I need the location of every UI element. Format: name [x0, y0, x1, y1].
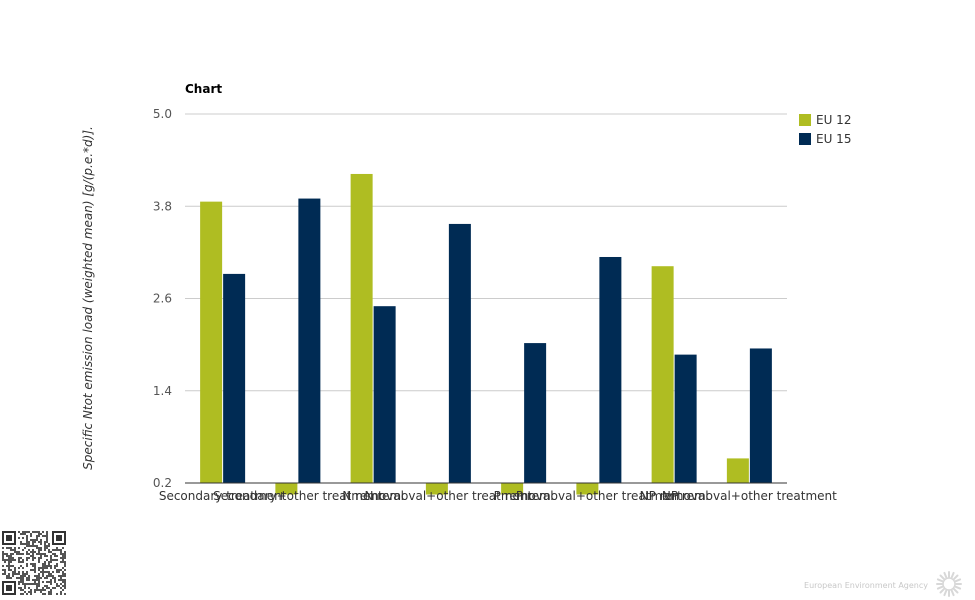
- bar-eu-15[interactable]: [599, 256, 622, 483]
- x-tick-label: N removal: [342, 489, 404, 503]
- bar-eu-15[interactable]: [674, 354, 697, 483]
- x-tick-label: N removal+other treatment: [365, 489, 533, 503]
- x-tick-label: NP removal+other treatment: [662, 489, 837, 503]
- chart-title: Chart: [185, 82, 222, 96]
- y-tick-label: 1.4: [153, 384, 172, 398]
- y-tick-label: 0.2: [153, 476, 172, 490]
- y-axis-label: Specific Ntot emission load (weighted me…: [81, 126, 95, 470]
- bar-eu-15[interactable]: [749, 348, 772, 483]
- x-tick-label: Secondary treatment: [159, 489, 287, 503]
- bar-eu-15[interactable]: [223, 273, 246, 483]
- qr-code-icon: [2, 531, 66, 595]
- x-tick-label: Secondary+other treatment: [213, 489, 383, 503]
- bar-eu-12[interactable]: [275, 483, 298, 495]
- eea-sun-logo-icon: [936, 571, 962, 597]
- y-tick-label: 3.8: [153, 199, 172, 213]
- bar-eu-12[interactable]: [200, 201, 223, 483]
- credit-text[interactable]: European Environment Agency: [804, 581, 928, 590]
- legend-label[interactable]: EU 15: [816, 132, 851, 146]
- y-tick-label: 5.0: [153, 107, 172, 121]
- bar-eu-12[interactable]: [425, 483, 448, 495]
- legend[interactable]: EU 12 EU 15: [799, 113, 851, 146]
- bar-eu-12[interactable]: [726, 458, 749, 483]
- bar-eu-15[interactable]: [373, 306, 396, 483]
- bar-eu-12[interactable]: [501, 483, 524, 495]
- bar-eu-15[interactable]: [524, 343, 547, 483]
- legend-swatch[interactable]: [799, 133, 811, 145]
- bar-eu-15[interactable]: [298, 198, 321, 483]
- bar-eu-15[interactable]: [448, 223, 471, 483]
- grid-lines: [185, 113, 787, 392]
- bar-eu-12[interactable]: [576, 483, 599, 495]
- x-tick-label: P removal+other treatment: [516, 489, 682, 503]
- legend-swatch[interactable]: [799, 114, 811, 126]
- bar-eu-12[interactable]: [651, 266, 674, 483]
- x-tick-label: P removal: [494, 489, 554, 503]
- bar-eu-12[interactable]: [350, 173, 373, 483]
- legend-label[interactable]: EU 12: [816, 113, 851, 127]
- bars: [200, 173, 772, 495]
- y-tick-label: 2.6: [153, 292, 172, 306]
- x-tick-label: NP removal: [640, 489, 709, 503]
- y-axis-ticks: 0.2 1.4 2.6 3.8 5.0: [153, 107, 172, 490]
